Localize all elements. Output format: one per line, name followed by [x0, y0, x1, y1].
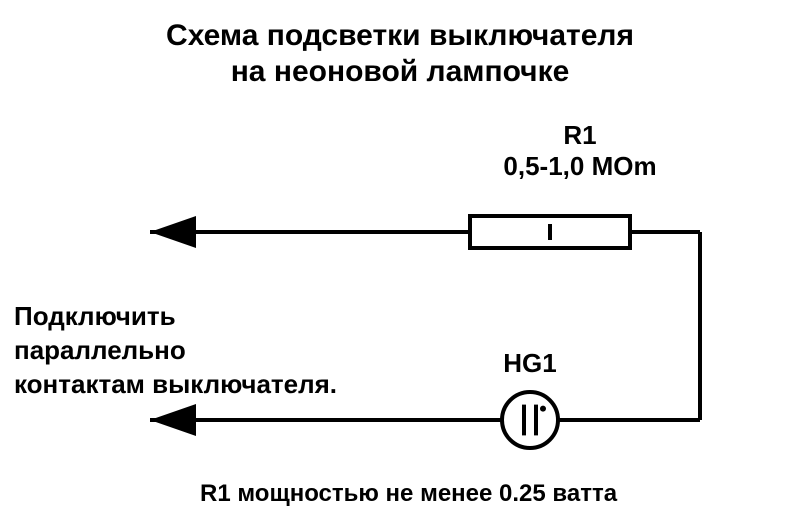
circuit-svg — [0, 0, 800, 520]
